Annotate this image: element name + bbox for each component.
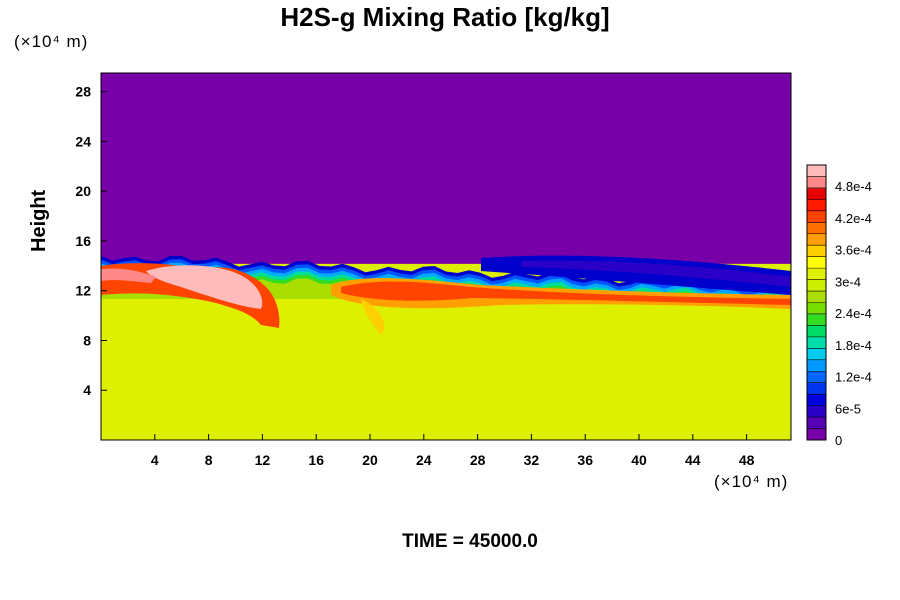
colorbar-segment: [807, 176, 826, 189]
colorbar-tick-label: 1.2e-4: [835, 370, 872, 385]
colorbar-segment: [807, 165, 826, 177]
colorbar-tick-label: 2.4e-4: [835, 306, 872, 321]
colorbar-segment: [807, 336, 826, 349]
y-tick-label: 24: [75, 133, 91, 149]
colorbar-segment: [807, 325, 826, 338]
field-pink-plume: [146, 265, 263, 309]
x-axis-ticks: 4 8 12 16 20 24 28 32 36 40 44 48: [151, 434, 755, 468]
x-tick-label: 44: [685, 452, 701, 468]
y-tick-label: 8: [83, 332, 91, 348]
colorbar-segment: [807, 245, 826, 258]
colorbar-segment: [807, 417, 826, 430]
field-red-layer: [341, 281, 791, 305]
colorbar-tick-label: 4.2e-4: [835, 211, 872, 226]
colorbar-segment: [807, 394, 826, 407]
colorbar-tick-label: 0: [835, 433, 842, 448]
colorbar-tick-label: 4.8e-4: [835, 179, 872, 194]
colorbar-segment: [807, 199, 826, 212]
plot-frame: [100, 72, 792, 441]
colorbar-ticks: 0 6e-5 1.2e-4 1.8e-4 2.4e-4 3e-4 3.6e-4 4.2e-4 4…: [835, 179, 872, 448]
colorbar-segment: [807, 291, 826, 303]
colorbar-segment: [807, 210, 826, 223]
x-tick-label: 20: [362, 452, 378, 468]
colorbar-segment: [807, 256, 826, 269]
colorbar-tick-label: 6e-5: [835, 401, 861, 416]
colorbar-segment: [807, 405, 826, 418]
x-tick-label: 36: [577, 452, 593, 468]
chart-title: H2S-g Mixing Ratio [kg/kg]: [280, 2, 610, 32]
colorbar-segment: [807, 233, 826, 246]
colorbar-segment: [807, 348, 826, 361]
y-tick-label: 12: [75, 283, 91, 299]
colorbar-tick-label: 1.8e-4: [835, 338, 872, 353]
x-tick-label: 4: [151, 452, 159, 468]
y-tick-label: 16: [75, 233, 91, 249]
heatmap-field: [101, 73, 791, 440]
y-axis-ticks: 4 8 12 16 20 24 28: [75, 84, 107, 398]
x-tick-label: 32: [524, 452, 540, 468]
colorbar-frame: [806, 164, 827, 441]
field-pink-edge: [101, 268, 156, 283]
field-blue-tongue-core: [521, 260, 791, 287]
colorbar-segment: [807, 302, 826, 315]
colorbar-segment: [807, 313, 826, 326]
colorbar-segment: [807, 428, 826, 441]
x-tick-label: 8: [205, 452, 213, 468]
x-tick-label: 28: [470, 452, 486, 468]
colorbar-segment: [807, 279, 826, 292]
colorbar-tick-label: 3e-4: [835, 274, 861, 289]
colorbar-segment: [807, 268, 826, 281]
colorbar-segment: [807, 359, 826, 372]
colorbar-segment: [807, 371, 826, 384]
x-tick-label: 24: [416, 452, 432, 468]
x-tick-label: 48: [739, 452, 755, 468]
colorbar-segment: [807, 382, 826, 395]
colorbar-segment: [807, 187, 826, 200]
time-footer: TIME = 45000.0: [402, 531, 538, 552]
field-lower-region: [101, 299, 791, 440]
colorbar-segment: [807, 222, 826, 235]
y-tick-label: 20: [75, 183, 91, 199]
x-tick-label: 12: [255, 452, 271, 468]
y-unit-label: (×10⁴ m): [14, 32, 89, 51]
x-tick-label: 16: [308, 452, 324, 468]
x-unit-label: (×10⁴ m): [714, 472, 789, 491]
colorbar-tick-label: 3.6e-4: [835, 243, 872, 258]
colorbar: [806, 164, 827, 441]
y-tick-label: 28: [75, 84, 91, 100]
field-orange-plume: [361, 299, 385, 335]
y-tick-label: 4: [83, 382, 91, 398]
x-tick-label: 40: [631, 452, 647, 468]
